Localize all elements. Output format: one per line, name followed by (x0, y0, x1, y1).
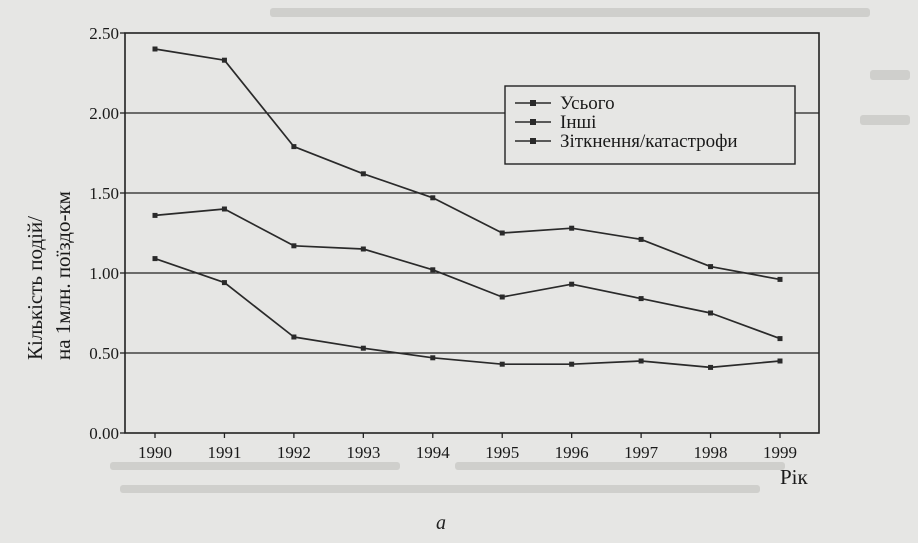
data-point (777, 358, 783, 364)
x-tick-label: 1995 (485, 443, 519, 462)
y-tick-label: 2.00 (89, 104, 119, 123)
data-point (291, 144, 297, 150)
x-axis-ticks: 1990 1991 1992 1993 1994 1995 1996 1997 1998 1999 (138, 433, 797, 462)
data-point (221, 206, 227, 212)
legend-entry-other: Інші (515, 112, 596, 133)
x-tick-label: 1998 (694, 443, 728, 462)
data-point (152, 256, 158, 262)
data-point (152, 212, 158, 218)
data-point (360, 246, 366, 252)
series-3 (152, 256, 783, 370)
x-tick-label: 1990 (138, 443, 172, 462)
x-tick-label: 1991 (207, 443, 241, 462)
x-tick-label: 1999 (763, 443, 797, 462)
data-point (430, 195, 436, 201)
x-tick-label: 1992 (277, 443, 311, 462)
data-point (638, 236, 644, 242)
data-point (569, 225, 575, 231)
series-line (154, 48, 781, 281)
y-axis-ticks: 0.00 0.50 1.00 1.50 2.00 2.50 (89, 24, 125, 443)
data-point (499, 294, 505, 300)
y-tick-label: 2.50 (89, 24, 119, 43)
x-tick-label: 1993 (346, 443, 380, 462)
y-tick-label: 0.50 (89, 344, 119, 363)
data-point (430, 355, 436, 361)
data-point (638, 296, 644, 302)
grid-lines (125, 112, 819, 354)
legend-label-collisions: Зіткнення/катастрофи (560, 131, 738, 152)
data-point (777, 336, 783, 342)
x-axis-title: Рік (780, 465, 809, 489)
data-point (291, 334, 297, 340)
data-point (499, 230, 505, 236)
data-point (152, 46, 158, 52)
y-axis-title: Кількість подій/ на 1млн. поїздо-км (23, 191, 75, 360)
y-axis-title-line-1: Кількість подій/ (23, 216, 47, 360)
legend-entry-collisions: Зіткнення/катастрофи (515, 131, 738, 152)
data-point (708, 310, 714, 316)
legend: Усього Інші Зіткнення/катастрофи (504, 85, 796, 165)
series-2 (152, 206, 783, 342)
series-group (152, 46, 783, 370)
data-point (569, 281, 575, 287)
data-point (777, 276, 783, 282)
series-1 (152, 46, 783, 282)
y-axis-title-line-2: на 1млн. поїздо-км (51, 191, 75, 360)
x-tick-label: 1997 (624, 443, 659, 462)
y-tick-label: 0.00 (89, 424, 119, 443)
data-point (221, 57, 227, 63)
x-tick-label: 1996 (555, 443, 589, 462)
data-point (430, 267, 436, 273)
y-tick-label: 1.50 (89, 184, 119, 203)
data-point (291, 243, 297, 249)
data-point (638, 358, 644, 364)
data-point (708, 364, 714, 370)
series-line (154, 257, 781, 369)
series-line (154, 208, 781, 340)
y-tick-label: 1.00 (89, 264, 119, 283)
legend-label-total: Усього (560, 93, 615, 114)
data-point (708, 264, 714, 270)
legend-entry-total: Усього (515, 93, 615, 114)
x-tick-label: 1994 (416, 443, 451, 462)
plot-area-frame (124, 32, 820, 434)
data-point (569, 361, 575, 367)
legend-label-other: Інші (560, 112, 596, 133)
legend-box (504, 85, 796, 165)
data-point (360, 345, 366, 351)
data-point (221, 280, 227, 286)
data-point (360, 171, 366, 177)
figure-caption: a (436, 512, 446, 534)
data-point (499, 361, 505, 367)
